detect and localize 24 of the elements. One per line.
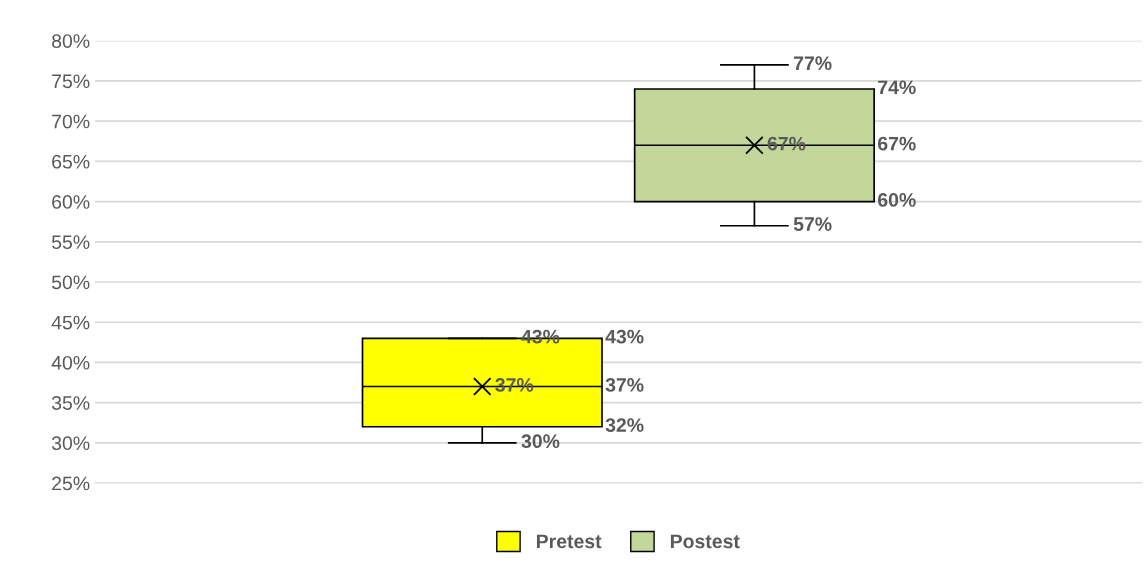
annotation: 77% xyxy=(794,56,832,71)
y-tick-label: 75% xyxy=(52,74,90,89)
y-tick-label: 25% xyxy=(52,476,90,491)
y-tick-label: 80% xyxy=(52,34,90,48)
y-tick-label: 60% xyxy=(52,195,90,209)
annotation: 74% xyxy=(878,80,916,95)
annotation: 60% xyxy=(878,193,916,207)
annotation: 37% xyxy=(605,378,644,392)
annotation: 32% xyxy=(605,418,644,433)
y-tick-label: 45% xyxy=(51,315,90,330)
annotation: 43% xyxy=(521,329,560,344)
y-tick-label: 35% xyxy=(51,396,90,410)
y-tick-label: 50% xyxy=(51,275,90,290)
y-tick-label: 30% xyxy=(51,436,90,451)
y-tick-label: 55% xyxy=(51,235,90,250)
annotation: 30% xyxy=(521,434,560,449)
annotation: 57% xyxy=(793,217,832,231)
y-tick-label: 70% xyxy=(52,114,90,129)
y-tick-label: 65% xyxy=(52,154,90,169)
annotation: 67% xyxy=(878,136,916,151)
legend-label: Pretest xyxy=(536,534,602,549)
annotation: 43% xyxy=(605,329,644,344)
legend-label: Postest xyxy=(670,534,740,549)
y-tick-label: 40% xyxy=(51,355,90,370)
